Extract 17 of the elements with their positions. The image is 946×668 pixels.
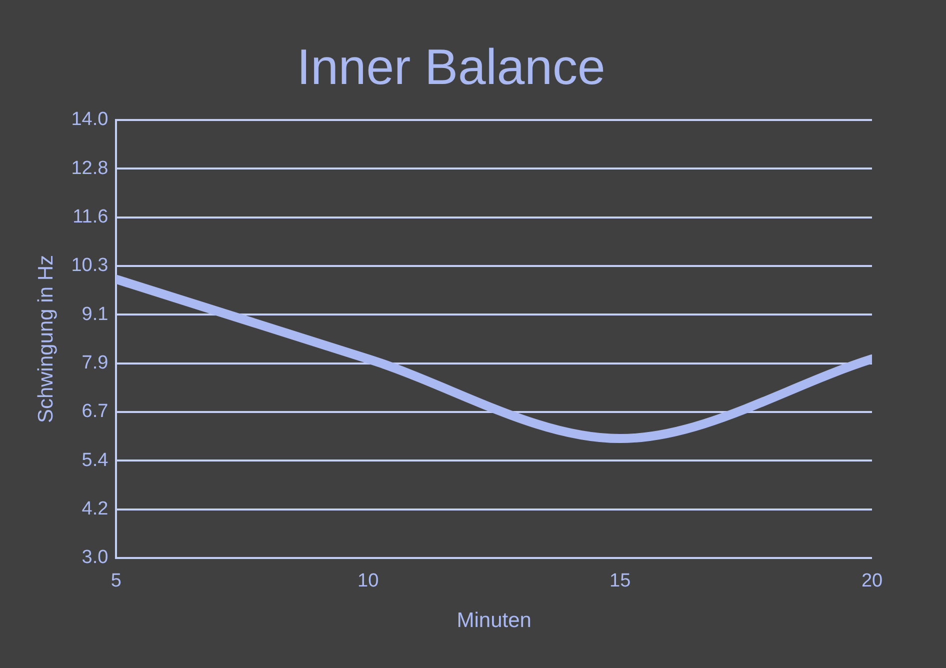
x-tick-label: 15 [609,570,631,592]
chart-title: Inner Balance [296,38,606,95]
y-tick-label: 10.3 [71,255,108,276]
x-tick-label: 20 [861,570,883,592]
y-tick-label: 14.0 [71,109,108,130]
y-tick-label: 11.6 [72,206,108,228]
x-tick-label: 10 [358,570,379,592]
y-tick-label: 3.0 [82,547,108,568]
y-tick-label: 5.4 [82,450,109,471]
y-axis-title: Schwingung in Hz [34,254,58,424]
y-tick-label: 6.7 [82,401,108,422]
y-tick-label: 9.1 [82,304,108,325]
x-axis-title: Minuten [456,609,532,632]
y-tick-label: 12.8 [71,158,108,179]
y-tick-label: 4.2 [82,498,108,520]
y-tick-label: 7.9 [82,352,108,374]
x-tick-label: 5 [110,570,122,592]
